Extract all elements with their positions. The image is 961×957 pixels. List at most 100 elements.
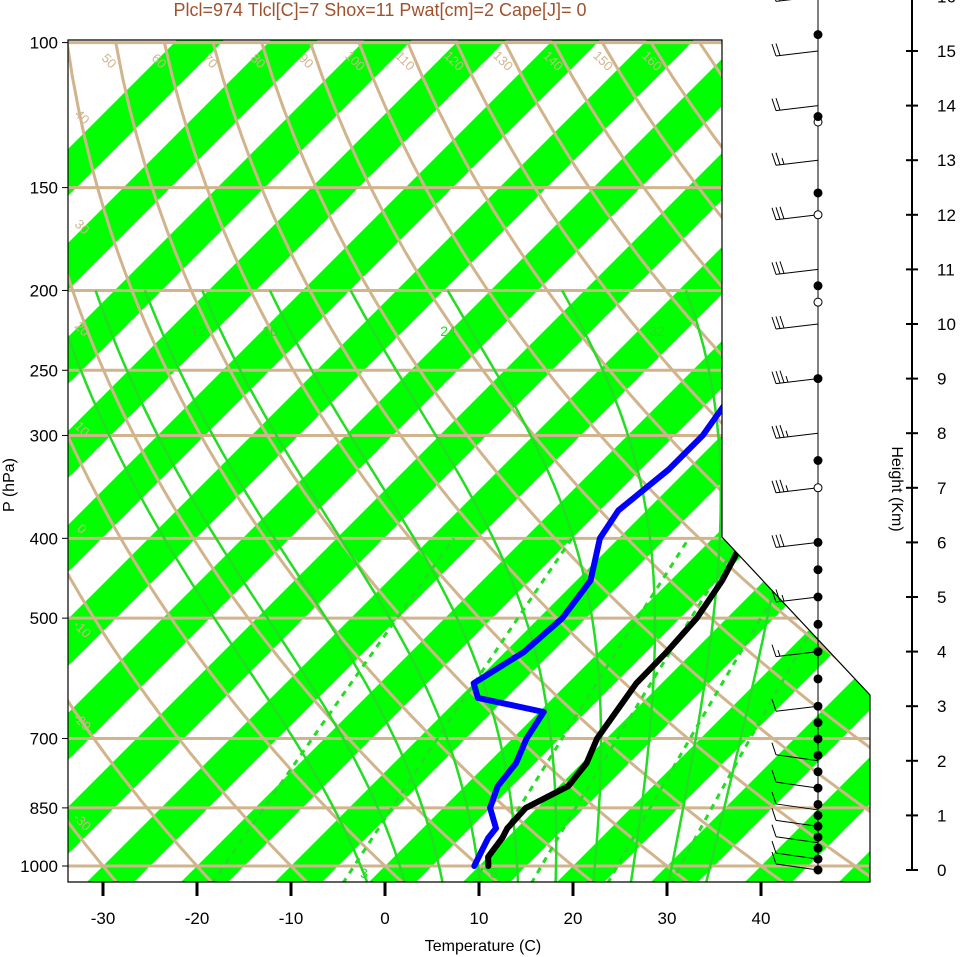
wind-barb-flag (771, 316, 777, 330)
wind-barb-half (777, 649, 781, 657)
pressure-tick-label: 150 (30, 179, 58, 198)
sounding-point (695, 617, 698, 619)
wind-barb-shaft (775, 852, 819, 860)
wind-barb (771, 742, 819, 762)
isotherm-right-label: 20 (787, 590, 815, 618)
wind-barb (771, 840, 819, 860)
height-tick-label: 13 (937, 151, 956, 170)
sounding-point (501, 837, 503, 839)
moist-adiabat (68, 290, 369, 882)
wind-barb-shaft (775, 159, 819, 166)
temperature-band (68, 40, 338, 882)
wind-barb-shaft (775, 819, 819, 827)
sounding-point (721, 579, 724, 582)
wind-barb-shaft (775, 836, 819, 844)
pressure-axis: 100 150 200 250 300 400 500 700 850 1000 (20, 34, 68, 876)
wind-barb-flag (771, 371, 777, 384)
temperature-band (68, 40, 620, 882)
dry-adiabat (68, 42, 310, 882)
wind-barb (771, 425, 819, 439)
x-axis-title: Temperature (C) (425, 938, 541, 955)
isotherm-right-label: 0 (721, 455, 742, 476)
wind-dot (813, 718, 823, 728)
wind-barb-shaft (775, 541, 819, 548)
theta-top-label: 150 (590, 48, 616, 74)
wind-dot (813, 619, 823, 629)
mixing-ratio-line (210, 537, 456, 882)
wind-barb (771, 43, 819, 57)
sounding-point (761, 489, 764, 492)
height-tick-label: 0 (937, 861, 946, 880)
wind-barb-half (781, 594, 785, 602)
sounding-point (496, 785, 499, 788)
sounding-point (525, 807, 527, 809)
wind-dot (813, 854, 823, 864)
wind-barb-shaft (775, 378, 819, 385)
wind-barb-flag (775, 43, 781, 56)
temperature-band (68, 40, 526, 882)
isotherm-right-label: 10 (742, 537, 770, 565)
temperature-tick-label: 20 (564, 909, 583, 928)
temperature-band (68, 40, 870, 882)
wind-dot (813, 750, 823, 760)
wind-barb-shaft (775, 596, 819, 603)
height-tick-label: 3 (937, 697, 946, 716)
mixing-ratio-line (341, 537, 574, 882)
wind-dot (813, 565, 823, 575)
temperature-band (727, 40, 870, 882)
height-axis: 012345678910111213141516 (906, 0, 956, 880)
wind-barb-half (785, 430, 789, 437)
wind-barb-flag (771, 426, 777, 439)
wind-barb (771, 851, 819, 871)
dry-adiabat (455, 41, 870, 882)
sounding-point (667, 468, 670, 471)
pressure-tick-label: 1000 (20, 857, 58, 876)
pressure-tick-label: 250 (30, 361, 58, 380)
sounding-point (515, 762, 517, 764)
dry-adiabat (68, 42, 596, 882)
wind-dot (813, 537, 823, 547)
sounding-point (487, 865, 490, 867)
isotherm-right-label: 20 (722, 232, 750, 260)
sounding-point (542, 711, 545, 713)
height-axis-title: Height (Km) (888, 446, 905, 531)
wind-dot (813, 374, 823, 384)
y-axis-title: P (hPa) (1, 458, 18, 512)
wind-barb-shaft (775, 803, 819, 811)
wind-barbs (771, 0, 823, 875)
wind-barb (771, 769, 819, 789)
mixing-ratio-lines (210, 537, 867, 882)
wind-dot (813, 843, 823, 853)
wind-barb-shaft (775, 781, 819, 789)
background-labels: 50 60 70 80 90 100 110 120 130 140 150 160403020100… (70, 48, 868, 881)
isotherm-right-label: 10 (722, 337, 750, 365)
isotherm-right-label: 30 (722, 117, 750, 145)
height-tick-label: 12 (937, 206, 956, 225)
wind-barb-flag (775, 207, 781, 220)
wind-barb-shaft (775, 214, 819, 221)
wind-dot (813, 701, 823, 711)
mixing-ratio-label: 8 (490, 865, 498, 881)
wind-dot (813, 810, 823, 820)
wind-dot (813, 210, 823, 220)
sounding-point (743, 537, 746, 540)
wind-barb-flag (771, 824, 777, 837)
wind-dot (813, 30, 823, 40)
wind-dot (813, 592, 823, 602)
dry-adiabat (68, 42, 500, 882)
wind-barb (771, 152, 819, 166)
pressure-tick-label: 200 (30, 281, 58, 300)
mixing-ratio-line (529, 537, 742, 882)
height-tick-label: 5 (937, 588, 946, 607)
wind-barb-half (785, 485, 789, 492)
wind-barb (771, 206, 819, 221)
wind-dot (813, 674, 823, 684)
wind-barb-flag (775, 152, 781, 165)
wind-barb-flag (779, 534, 785, 547)
wind-barb-flag (779, 315, 785, 329)
sounding-point (617, 509, 620, 512)
sounding-point (473, 865, 476, 867)
wind-barb (771, 791, 819, 811)
wind-barb-flag (771, 43, 777, 57)
